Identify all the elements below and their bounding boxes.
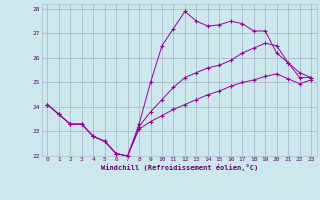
X-axis label: Windchill (Refroidissement éolien,°C): Windchill (Refroidissement éolien,°C): [100, 164, 258, 171]
